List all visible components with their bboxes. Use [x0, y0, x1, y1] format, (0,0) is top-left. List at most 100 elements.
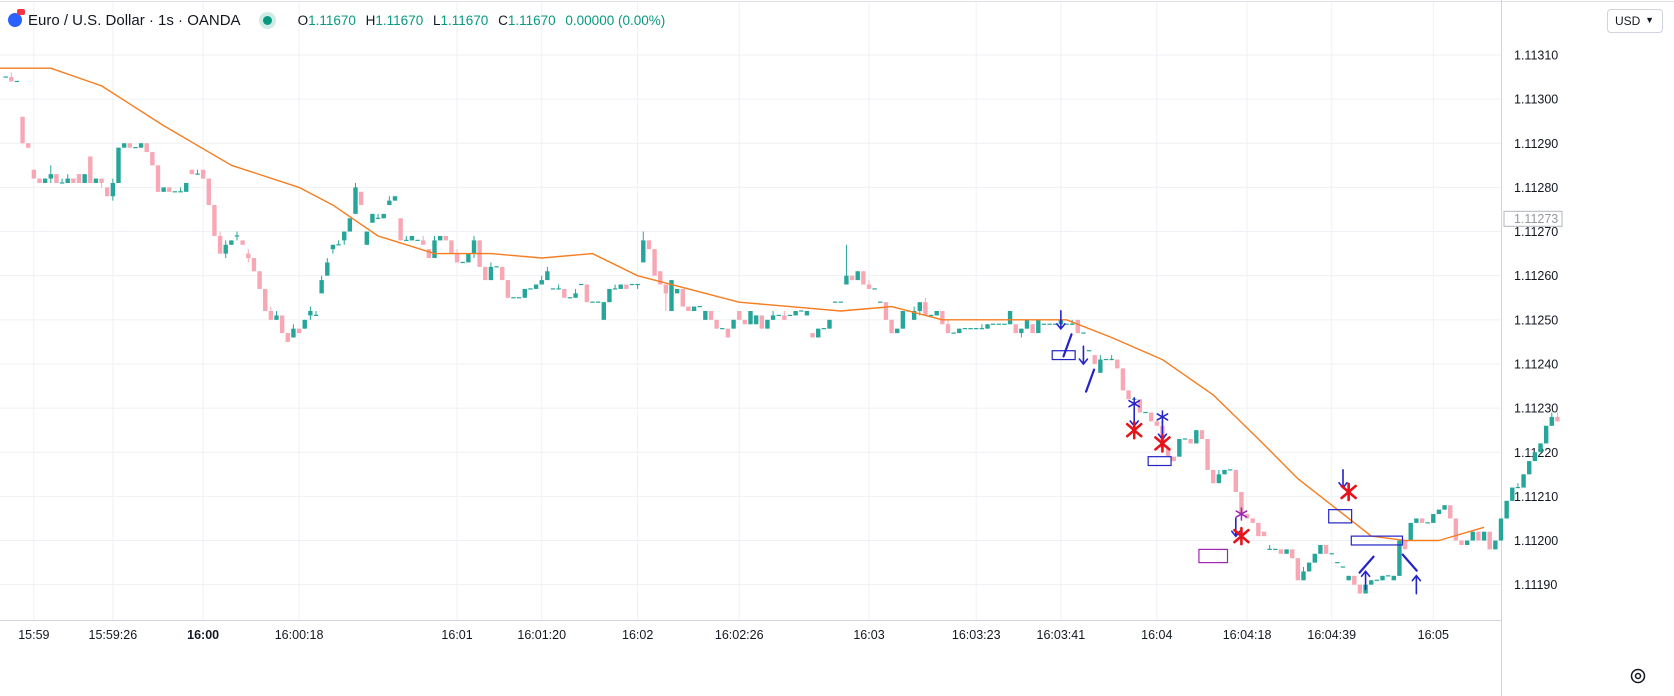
candle-body [1103, 358, 1109, 361]
candle-body [590, 301, 595, 303]
annotation-slash [1062, 333, 1073, 358]
candle-body [1397, 540, 1402, 576]
candle [274, 311, 279, 320]
currency-select-button[interactable]: USD ▼ [1607, 9, 1663, 33]
candle-body [1227, 469, 1233, 471]
time-tick-label: 16:03:41 [1037, 628, 1086, 642]
candle [827, 319, 832, 329]
price-tick-label: 1.11190 [1514, 578, 1557, 592]
candle [511, 297, 516, 299]
candle [1521, 474, 1526, 488]
price-tick-label: 1.11210 [1514, 490, 1558, 504]
candle-body [1030, 324, 1035, 334]
candle [1493, 540, 1498, 550]
price-tick-label: 1.11200 [1514, 534, 1558, 548]
market-status-dot-icon[interactable] [262, 15, 272, 25]
candle-body [1284, 549, 1289, 554]
candle-body [1538, 443, 1543, 453]
chevron-down-icon: ▼ [1645, 15, 1654, 25]
candle-body [962, 328, 968, 330]
candle [793, 311, 798, 316]
candle [787, 314, 793, 317]
time-tick-label: 16:02:26 [715, 628, 764, 642]
candle [782, 311, 787, 320]
candle [708, 311, 714, 320]
candle-body [612, 288, 618, 290]
candle [1002, 323, 1007, 325]
candle-body [1222, 469, 1227, 475]
candle-body [832, 301, 838, 303]
candle [42, 178, 48, 183]
candle [832, 301, 838, 303]
candle-body [285, 333, 290, 342]
candle [861, 271, 866, 285]
candle-body [1419, 518, 1425, 523]
candle-body [866, 284, 872, 289]
candle [725, 328, 731, 338]
candle-body [878, 301, 883, 303]
candle-body [138, 143, 144, 148]
candle-body [392, 196, 398, 201]
gear-icon[interactable] [1628, 666, 1648, 686]
candle [889, 319, 894, 334]
candle-body [934, 311, 939, 316]
candle-body [48, 174, 53, 179]
candle [488, 262, 494, 281]
candle-body [308, 311, 313, 316]
candle [539, 275, 544, 285]
time-tick-label: 16:04:39 [1307, 628, 1356, 642]
candle [855, 271, 860, 281]
candle [844, 244, 849, 285]
candle-body [353, 187, 358, 214]
candle-body [1109, 358, 1114, 361]
candle-body [1143, 411, 1148, 414]
annotation-x-mark [1154, 434, 1171, 453]
candle [641, 231, 646, 263]
candle [105, 187, 110, 197]
candle [9, 72, 14, 82]
candle [1352, 575, 1357, 585]
candle [658, 271, 663, 285]
candle [121, 143, 127, 148]
candle-body [940, 311, 945, 325]
candle-body [1436, 509, 1442, 515]
candle-body [556, 288, 561, 290]
candle [957, 328, 962, 334]
time-tick-label: 16:04 [1141, 628, 1172, 642]
annotation-slash-up [1358, 555, 1375, 574]
symbol-title[interactable]: Euro / U.S. Dollar · 1s · OANDA [28, 11, 241, 29]
candle-body [325, 262, 330, 276]
candle [161, 187, 166, 192]
annotation-x-mark [1340, 482, 1357, 502]
candle-body [1047, 323, 1052, 325]
candle [1419, 518, 1425, 523]
candle [1120, 368, 1126, 391]
candle [364, 231, 369, 245]
candle-body [889, 319, 894, 334]
price-tick-label: 1.11310 [1514, 48, 1558, 62]
candle-body [1425, 522, 1430, 524]
candle [1047, 323, 1052, 325]
candle [217, 231, 223, 254]
candle-body [1448, 505, 1453, 519]
candle [697, 305, 702, 308]
candle [1391, 575, 1396, 581]
candle-body [155, 165, 161, 192]
candle [1205, 439, 1210, 470]
candle-body [714, 319, 719, 329]
candle-body [816, 328, 821, 338]
candle-body [1013, 324, 1018, 334]
time-tick-label: 16:03:23 [952, 628, 1001, 642]
candle [1487, 531, 1492, 550]
candle-body [246, 253, 251, 259]
candle [404, 235, 409, 241]
candle [579, 283, 584, 286]
candle-body [1120, 368, 1126, 391]
candle-body [782, 315, 787, 320]
candle [1086, 350, 1092, 352]
candle-body [1549, 416, 1554, 426]
candle [1369, 580, 1374, 585]
change-value: 0.00000 (0.00%) [565, 12, 666, 28]
candle [1216, 469, 1222, 484]
